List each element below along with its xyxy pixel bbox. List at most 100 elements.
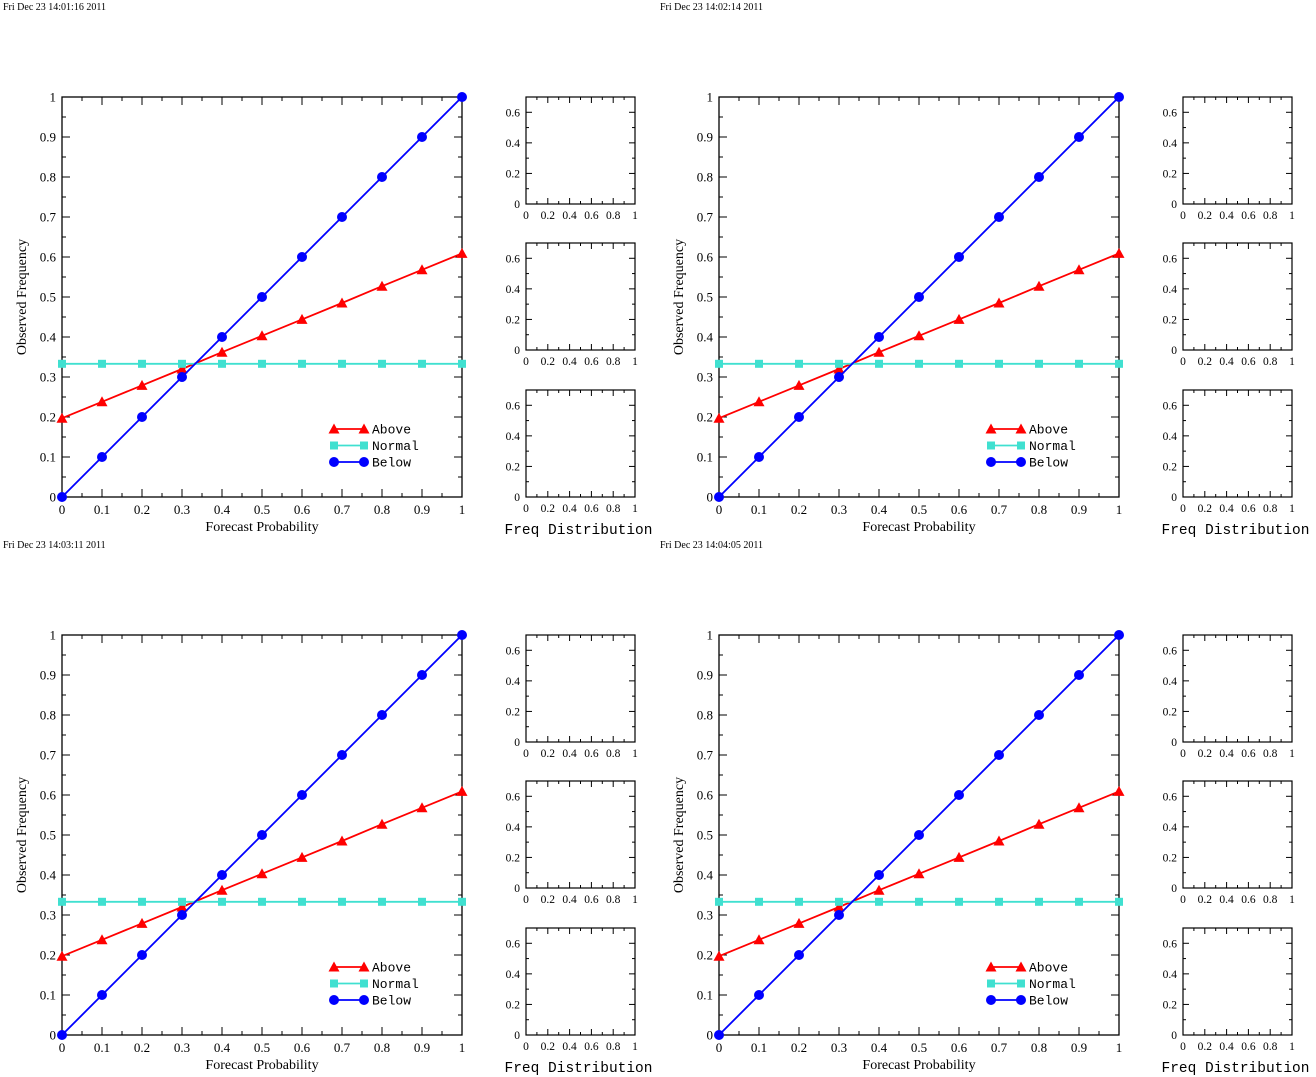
data-point-above bbox=[376, 818, 388, 829]
data-point-normal bbox=[338, 359, 346, 368]
x-tick-label: 0.3 bbox=[831, 502, 847, 517]
x-tick-label: 0.2 bbox=[1198, 1041, 1213, 1053]
data-point-below bbox=[177, 910, 187, 920]
x-tick-label: 0.4 bbox=[562, 1041, 577, 1053]
y-tick-label: 0.4 bbox=[697, 868, 714, 883]
data-point-above bbox=[336, 297, 348, 308]
x-tick-label: 0.2 bbox=[1198, 503, 1213, 515]
subplot-frame bbox=[1182, 780, 1293, 889]
series-normal bbox=[715, 359, 1123, 368]
legend-marker bbox=[328, 423, 340, 434]
legend-marker bbox=[1016, 457, 1026, 467]
data-point-below bbox=[177, 372, 187, 382]
y-tick-label: 0.6 bbox=[506, 253, 521, 265]
data-point-normal bbox=[418, 897, 426, 906]
x-tick-label: 0.2 bbox=[541, 894, 556, 906]
x-tick-label: 0.1 bbox=[751, 502, 767, 517]
legend-label: Normal bbox=[372, 439, 419, 454]
data-point-above bbox=[1033, 280, 1045, 291]
data-point-above bbox=[1113, 247, 1125, 258]
x-tick-label: 0.5 bbox=[254, 502, 270, 517]
data-point-below bbox=[994, 212, 1004, 222]
data-point-normal bbox=[795, 359, 803, 368]
legend-label: Normal bbox=[372, 977, 419, 992]
subplot-frame bbox=[525, 389, 636, 498]
legend-marker bbox=[359, 457, 369, 467]
legend-marker bbox=[358, 961, 370, 972]
y-tick-label: 0 bbox=[707, 490, 714, 505]
x-tick-label: 0.8 bbox=[606, 503, 621, 515]
y-axis-label: Observed Frequency bbox=[672, 777, 687, 893]
data-point-normal bbox=[795, 897, 803, 906]
x-tick-label: 0.6 bbox=[584, 356, 599, 368]
legend-marker bbox=[1015, 961, 1027, 972]
y-tick-label: 0.4 bbox=[506, 431, 521, 443]
x-axis-label: Forecast Probability bbox=[205, 1058, 318, 1073]
data-point-normal bbox=[1035, 359, 1043, 368]
x-tick-label: 1 bbox=[632, 894, 638, 906]
freq-subplot-3: 0 0.2 0.4 0.6 0.8 1 0 0.2 0.4 0.6 bbox=[1163, 389, 1295, 515]
x-tick-label: 0 bbox=[1180, 1041, 1186, 1053]
x-tick-label: 0.2 bbox=[541, 1041, 556, 1053]
data-point-above bbox=[713, 950, 725, 961]
series-above bbox=[56, 247, 468, 423]
data-point-above bbox=[753, 934, 765, 945]
x-tick-label: 0 bbox=[523, 748, 529, 760]
x-tick-label: 0.2 bbox=[134, 1040, 150, 1055]
x-tick-label: 1 bbox=[1289, 748, 1295, 760]
x-tick-label: 0.4 bbox=[562, 210, 577, 222]
x-tick-label: 0.6 bbox=[951, 1040, 968, 1055]
y-tick-label: 0.6 bbox=[40, 788, 57, 803]
y-tick-label: 0.3 bbox=[697, 370, 713, 385]
x-tick-label: 1 bbox=[1116, 502, 1123, 517]
legend-label: Below bbox=[372, 456, 411, 471]
y-tick-label: 0.4 bbox=[1163, 284, 1178, 296]
data-point-normal bbox=[955, 897, 963, 906]
freq-subplot-3: 0 0.2 0.4 0.6 0.8 1 0 0.2 0.4 0.6 bbox=[1163, 927, 1295, 1053]
y-tick-label: 0 bbox=[50, 1028, 57, 1043]
x-tick-label: 0 bbox=[523, 210, 529, 222]
legend-marker bbox=[359, 995, 369, 1005]
data-point-above bbox=[953, 851, 965, 862]
data-point-normal bbox=[835, 897, 843, 906]
data-point-normal bbox=[218, 897, 226, 906]
data-point-below bbox=[874, 870, 884, 880]
data-point-below bbox=[1074, 670, 1084, 680]
x-tick-label: 0 bbox=[1180, 503, 1186, 515]
subplot-frame bbox=[525, 242, 636, 351]
freq-subplot-2: 0 0.2 0.4 0.6 0.8 1 0 0.2 0.4 0.6 bbox=[1163, 242, 1295, 368]
series-below bbox=[57, 92, 467, 502]
data-point-normal bbox=[995, 359, 1003, 368]
x-tick-label: 0.6 bbox=[1241, 748, 1256, 760]
data-point-normal bbox=[218, 359, 226, 368]
y-tick-label: 0.4 bbox=[1163, 431, 1178, 443]
x-tick-label: 0.4 bbox=[562, 356, 577, 368]
x-axis-label: Forecast Probability bbox=[862, 520, 975, 535]
x-tick-label: 0.2 bbox=[134, 502, 150, 517]
legend-label: Normal bbox=[1029, 977, 1076, 992]
x-tick-label: 0.6 bbox=[584, 748, 599, 760]
freq-subplot-1: 0 0.2 0.4 0.6 0.8 1 0 0.2 0.4 0.6 bbox=[1163, 96, 1295, 222]
data-point-above bbox=[1073, 264, 1085, 275]
data-point-below bbox=[217, 332, 227, 342]
x-tick-label: 0.5 bbox=[254, 1040, 270, 1055]
x-tick-label: 0 bbox=[716, 502, 723, 517]
y-tick-label: 0.5 bbox=[697, 828, 713, 843]
x-tick-label: 1 bbox=[459, 502, 466, 517]
legend-label: Below bbox=[372, 994, 411, 1009]
freq-distribution-label: Freq Distribution bbox=[1162, 523, 1310, 539]
series-below bbox=[57, 630, 467, 1040]
y-tick-label: 0.5 bbox=[697, 290, 713, 305]
x-tick-label: 0.2 bbox=[1198, 356, 1213, 368]
x-tick-label: 0.1 bbox=[94, 502, 110, 517]
data-point-below bbox=[914, 830, 924, 840]
data-point-normal bbox=[98, 359, 106, 368]
data-point-normal bbox=[1115, 897, 1123, 906]
data-point-above bbox=[96, 934, 108, 945]
data-point-normal bbox=[1075, 359, 1083, 368]
x-tick-label: 0.8 bbox=[1031, 502, 1047, 517]
y-tick-label: 0.2 bbox=[1163, 168, 1178, 180]
y-tick-label: 0.6 bbox=[1163, 107, 1178, 119]
